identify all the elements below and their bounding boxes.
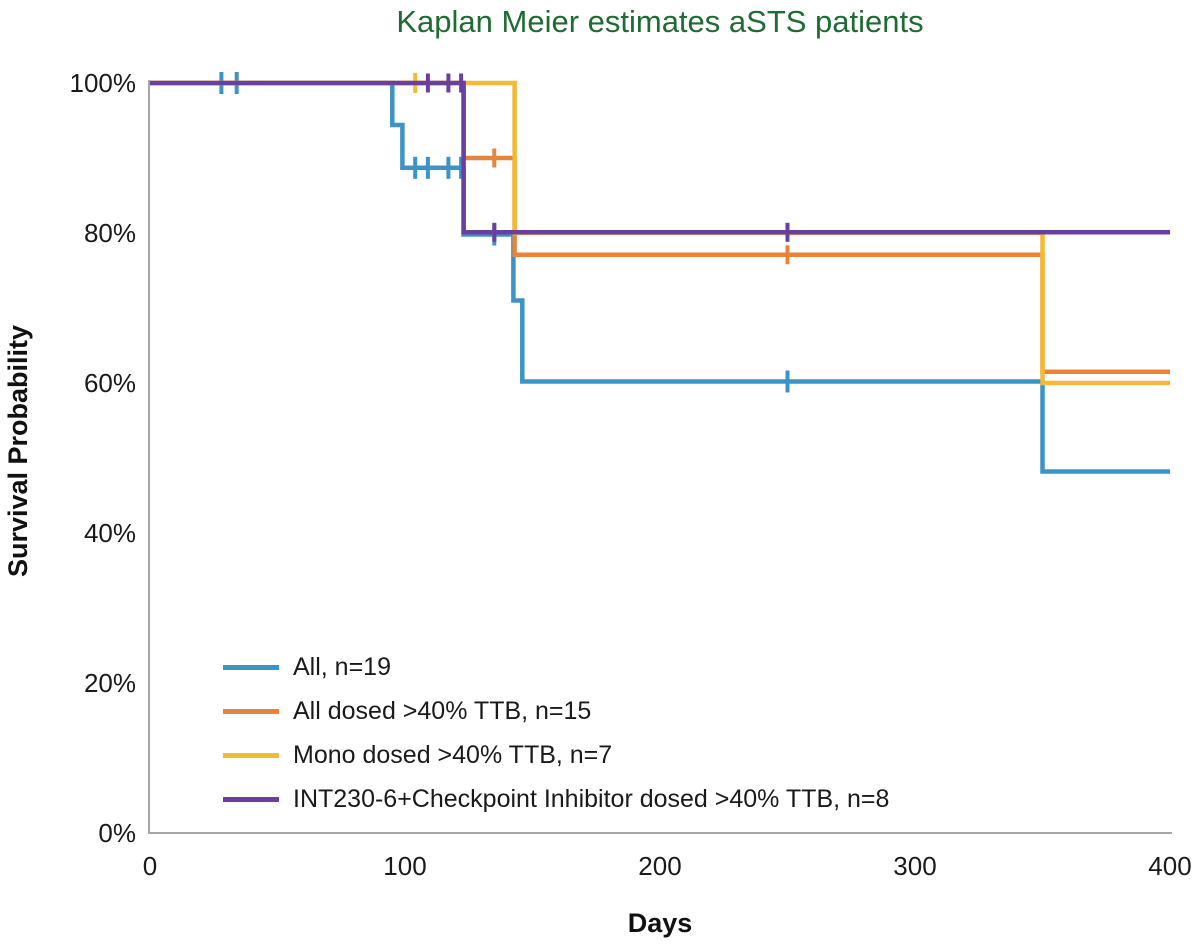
- y-tick-label: 100%: [69, 68, 137, 98]
- survival-curve-1: [150, 80, 1170, 375]
- x-tick-label: 200: [638, 851, 682, 881]
- legend-swatch-icon: [223, 708, 279, 714]
- x-tick-label: 400: [1148, 851, 1192, 881]
- survival-curve-3: [150, 80, 1170, 235]
- y-tick-label: 0%: [98, 818, 136, 848]
- y-tick-label: 20%: [83, 668, 136, 698]
- legend-item: Mono dosed >40% TTB, n=7: [223, 733, 889, 777]
- x-tick-label: 0: [142, 851, 158, 881]
- x-tick-label: 100: [383, 851, 427, 881]
- legend-swatch-icon: [223, 664, 279, 670]
- legend-swatch-icon: [223, 752, 279, 758]
- legend: All, n=19 All dosed >40% TTB, n=15 Mono do…: [223, 645, 889, 821]
- x-axis-title: Days: [627, 908, 693, 938]
- survival-curve-0: [150, 80, 1170, 474]
- legend-label: Mono dosed >40% TTB, n=7: [293, 740, 613, 769]
- legend-item: INT230-6+Checkpoint Inhibitor dosed >40%…: [223, 777, 889, 821]
- y-tick-label: 60%: [83, 368, 136, 398]
- chart-title: Kaplan Meier estimates aSTS patients: [396, 4, 924, 39]
- y-tick-label: 80%: [83, 218, 136, 248]
- y-axis-title: Survival Probability: [3, 324, 33, 578]
- legend-label: All dosed >40% TTB, n=15: [293, 696, 592, 725]
- legend-label: INT230-6+Checkpoint Inhibitor dosed >40%…: [293, 784, 890, 813]
- legend-item: All dosed >40% TTB, n=15: [223, 689, 889, 733]
- legend-label: All, n=19: [293, 652, 391, 681]
- legend-swatch-icon: [223, 796, 279, 802]
- legend-item: All, n=19: [223, 645, 889, 689]
- y-tick-label: 40%: [83, 518, 136, 548]
- x-tick-label: 300: [893, 851, 937, 881]
